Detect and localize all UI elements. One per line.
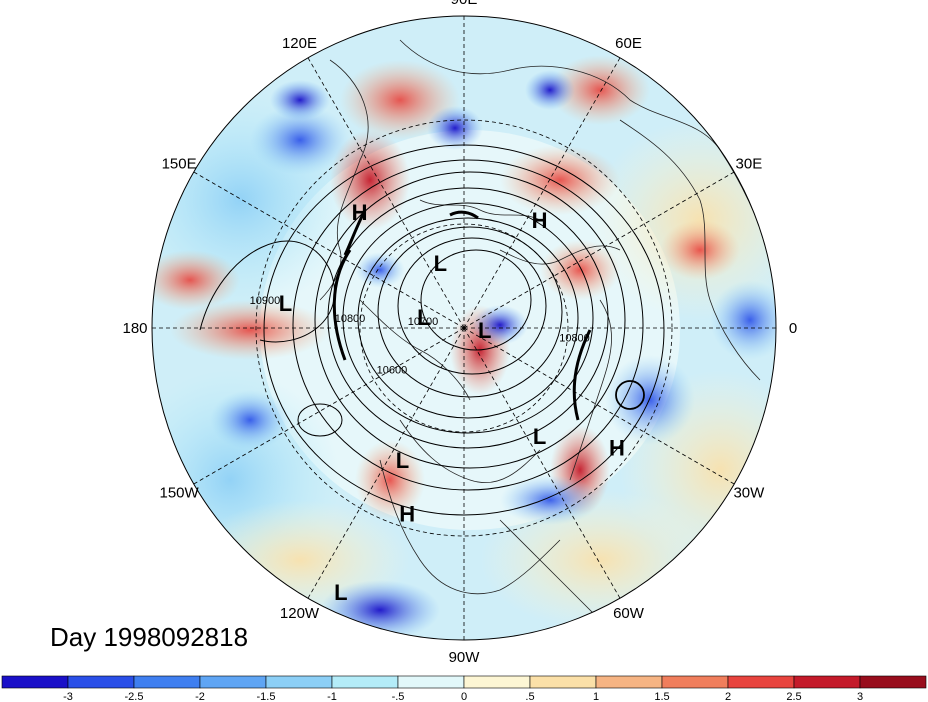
longitude-label: 150E [162,156,197,173]
meridian-line [193,327,465,485]
longitude-label: 90E [451,0,478,8]
colorbar-tick-label: 2 [725,691,731,702]
colorbar-tick-label: -1.5 [257,691,276,702]
longitude-label: 60E [615,35,642,52]
colorbar-swatch [661,675,729,689]
contour-labels: 10900 10800 10700 10600 10800 [250,295,590,377]
colorbar-swatch [331,675,399,689]
pressure-centers: H H L L L L L L H H L [279,200,625,605]
longitude-label: 30W [733,485,765,502]
contour-value-label: 10800 [559,333,590,345]
colorbar-swatch [859,675,927,689]
longitude-labels: 90E 60E 30E 0 30W 60W 90W 120W 150W 180 150E 120E [122,0,797,666]
colorbar-swatch [199,675,267,689]
meridian-line [307,57,465,329]
high-pressure-label: H [532,208,548,233]
colorbar-tick-label: -.5 [392,691,405,702]
low-pressure-label: L [279,291,292,316]
meridian-line [307,327,465,599]
high-pressure-label: H [609,436,625,461]
colorbar-tick-label: -2.5 [125,691,144,702]
high-pressure-label: H [352,200,368,225]
colorbar-swatch [265,675,333,689]
colorbar-swatch [727,675,795,689]
colorbar-tick-label: 1 [593,691,599,702]
contour-value-label: 10800 [335,313,366,325]
longitude-label: 90W [449,649,481,666]
colorbar-tick-label: 3 [857,691,863,702]
meridian-line [463,327,735,485]
graticule [152,16,776,640]
meridian-line [463,327,621,599]
jet-contours [332,209,592,421]
colorbar-tick-label: 2.5 [786,691,801,702]
coastlines [319,39,771,640]
colorbar-tick-label: .5 [525,691,534,702]
longitude-label: 180 [122,320,147,337]
map-border [151,15,777,641]
colorbar-swatch [793,675,861,689]
colorbar-tick-label: -3 [63,691,73,702]
colorbar-swatch [1,675,69,689]
low-pressure-label: L [396,448,409,473]
colorbar-tick-label: -2 [195,691,205,702]
longitude-label: 150W [160,485,200,502]
meridian-line [463,57,621,329]
low-pressure-label: L [533,424,546,449]
longitude-label: 120W [280,605,320,622]
meridian-line [463,171,735,329]
low-pressure-label: L [417,305,430,330]
colorbar-tick-label: -1 [327,691,337,702]
colorbar-tick-label: 1.5 [654,691,669,702]
longitude-label: 30E [736,156,763,173]
longitude-label: 0 [789,320,797,337]
colorbar-swatch [463,675,531,689]
contour-value-label: 10600 [377,365,408,377]
meridian-line [193,171,465,329]
low-pressure-label: L [434,251,447,276]
colorbar: -3 -2.5 -2 -1.5 -1 -.5 0 .5 1 1.5 2 2.5 3 [1,675,927,702]
colorbar-swatch [397,675,465,689]
low-pressure-label: L [478,318,491,343]
longitude-label: 60W [613,605,645,622]
colorbar-swatch [67,675,135,689]
contour-value-label: 10900 [250,295,281,307]
colorbar-swatch [529,675,597,689]
low-pressure-label: L [334,580,347,605]
colorbar-swatch [595,675,663,689]
colorbar-swatch [133,675,201,689]
plot-title: Day 1998092818 [50,622,248,652]
contour-value-label: 10700 [408,316,439,328]
high-pressure-label: H [399,502,415,527]
longitude-label: 120E [282,35,317,52]
colorbar-tick-label: 0 [461,691,467,702]
